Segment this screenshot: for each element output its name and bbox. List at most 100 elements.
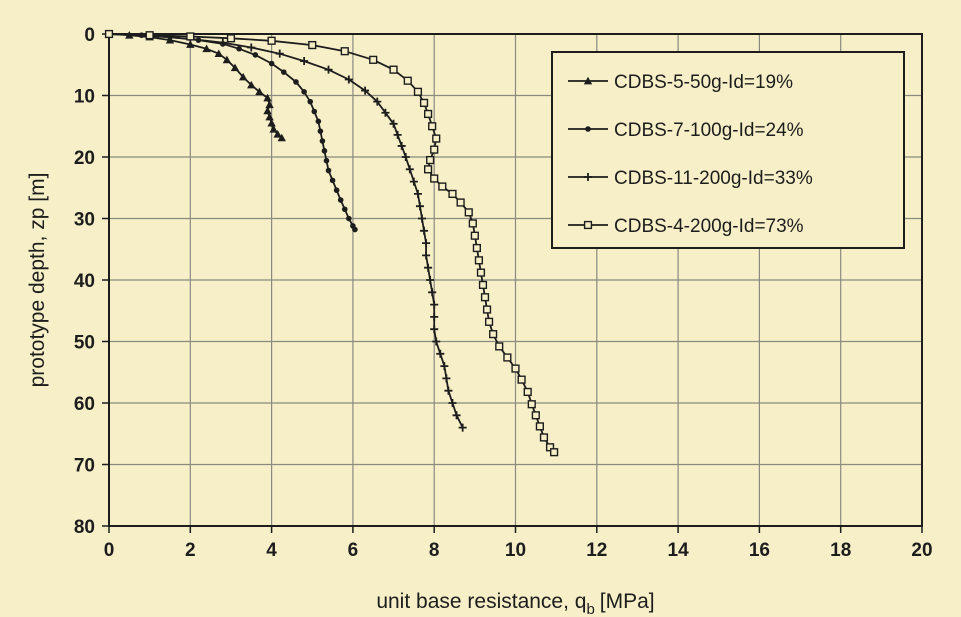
- series-1-point-12: [311, 108, 318, 115]
- series-3-point-21: [456, 198, 465, 207]
- series-3-point-8: [389, 65, 398, 74]
- legend-item-3: CDBS-4-200g-Id=73%: [568, 216, 804, 237]
- series-3-point-24: [470, 231, 479, 240]
- legend-marker-0: [583, 76, 593, 85]
- series-2-point-18: [413, 189, 422, 198]
- series: [104, 29, 559, 457]
- series-2-point-33: [442, 374, 451, 383]
- series-3-point-3: [226, 34, 236, 43]
- series-0-point-18: [273, 130, 282, 138]
- series-3-point-7: [369, 55, 378, 64]
- series-2-point-29: [430, 325, 439, 334]
- series-3-point-43: [550, 448, 559, 457]
- series-0-point-6: [214, 49, 223, 58]
- x-axis-title-unit: [MPa]: [600, 590, 655, 613]
- series-3-point-14: [432, 134, 441, 143]
- series-1-point-13: [315, 118, 322, 125]
- series-2-point-13: [393, 130, 402, 139]
- series-2-point-5: [275, 49, 284, 58]
- series-0-point-11: [255, 87, 264, 96]
- series-3-point-31: [484, 317, 494, 326]
- legend-box: [551, 51, 905, 249]
- series-3-point-30: [482, 305, 492, 314]
- series-2-point-37: [458, 423, 467, 432]
- series-3-point-10: [413, 87, 423, 96]
- series-3-point-33: [495, 342, 504, 351]
- x-axis-title: unit base resistance, qb [MPa]: [376, 590, 654, 617]
- series-3-point-26: [474, 256, 484, 265]
- series-3-point-6: [340, 47, 349, 56]
- series-1-point-7: [268, 60, 275, 67]
- series-2-point-34: [444, 386, 453, 395]
- y-tick-label-6: 60: [74, 394, 95, 415]
- legend-label-3: CDBS-4-200g-Id=73%: [614, 216, 804, 237]
- series-3-point-29: [480, 293, 490, 302]
- series-2-point-21: [420, 226, 429, 235]
- series-3-point-4: [267, 36, 276, 45]
- series-0: [104, 29, 286, 142]
- series-2-point-19: [415, 202, 424, 211]
- series-1-point-21: [337, 197, 344, 203]
- series-3: [104, 29, 559, 457]
- series-3-point-16: [426, 155, 435, 165]
- legend-item-2: CDBS-11-200g-Id=33%: [568, 168, 813, 189]
- series-0-point-12: [263, 93, 272, 102]
- x-axis-ticks: 0 2 4 6 8 10 12 14 16 18 20: [104, 526, 933, 561]
- series-3-point-5: [308, 40, 317, 50]
- x-tick-label-10: 20: [911, 540, 932, 561]
- y-tick-label-8: 80: [74, 517, 95, 538]
- series-3-point-37: [523, 387, 532, 397]
- series-3-point-41: [539, 433, 549, 442]
- series-2-point-3: [218, 38, 227, 47]
- series-1-point-16: [321, 148, 328, 154]
- x-axis-title-text: unit base resistance, q: [376, 590, 586, 613]
- series-1-point-18: [325, 167, 332, 174]
- x-axis-title-subscript: b: [586, 601, 594, 617]
- x-tick-label-7: 14: [668, 540, 690, 561]
- series-2-point-20: [418, 214, 427, 223]
- x-tick-label-9: 18: [830, 540, 851, 561]
- series-0-point-15: [265, 112, 274, 121]
- series-2-point-9: [361, 86, 370, 95]
- x-tick-label-6: 12: [586, 540, 607, 561]
- series-3-point-11: [419, 98, 429, 107]
- series-0-point-4: [186, 40, 195, 48]
- series-0-point-10: [247, 80, 256, 89]
- series-2-point-12: [389, 119, 398, 128]
- y-tick-label-3: 30: [74, 210, 95, 231]
- legend-item-0: CDBS-5-50g-Id=19%: [568, 72, 793, 93]
- y-tick-label-1: 10: [74, 87, 95, 108]
- series-2-point-27: [430, 300, 439, 309]
- series-1-point-25: [352, 226, 358, 233]
- series-2-point-25: [426, 276, 435, 284]
- series-3-point-1: [145, 31, 154, 40]
- series-1-point-15: [319, 138, 326, 144]
- legend-marker-2: [584, 173, 592, 181]
- series-0-point-16: [267, 118, 276, 127]
- series-1-point-23: [346, 215, 352, 222]
- x-tick-label-2: 4: [266, 540, 277, 561]
- series-1-point-11: [307, 98, 314, 105]
- series-3-point-18: [430, 174, 439, 183]
- series-1-point-17: [323, 157, 330, 164]
- x-tick-label-4: 8: [429, 540, 440, 561]
- series-3-point-23: [468, 219, 477, 228]
- y-tick-label-2: 20: [74, 148, 95, 169]
- x-tick-label-1: 2: [185, 540, 196, 561]
- series-0-point-7: [222, 55, 232, 64]
- series-3-point-9: [403, 76, 412, 85]
- series-2-point-16: [405, 165, 414, 174]
- series-1-point-5: [236, 45, 242, 52]
- series-1-point-8: [280, 69, 287, 75]
- series-2-point-15: [401, 153, 410, 161]
- y-axis-ticks: 0 10 20 30 40 50 60 70 80: [74, 25, 109, 538]
- series-0-point-19: [277, 133, 286, 142]
- series-2-point-6: [300, 57, 309, 66]
- legend-item-1: CDBS-7-100g-Id=24%: [568, 120, 804, 141]
- series-2-point-4: [247, 43, 256, 52]
- series-1-point-20: [333, 187, 340, 194]
- series-2-point-35: [448, 399, 457, 407]
- series-3-point-34: [503, 353, 512, 362]
- series-2-point-10: [373, 97, 382, 106]
